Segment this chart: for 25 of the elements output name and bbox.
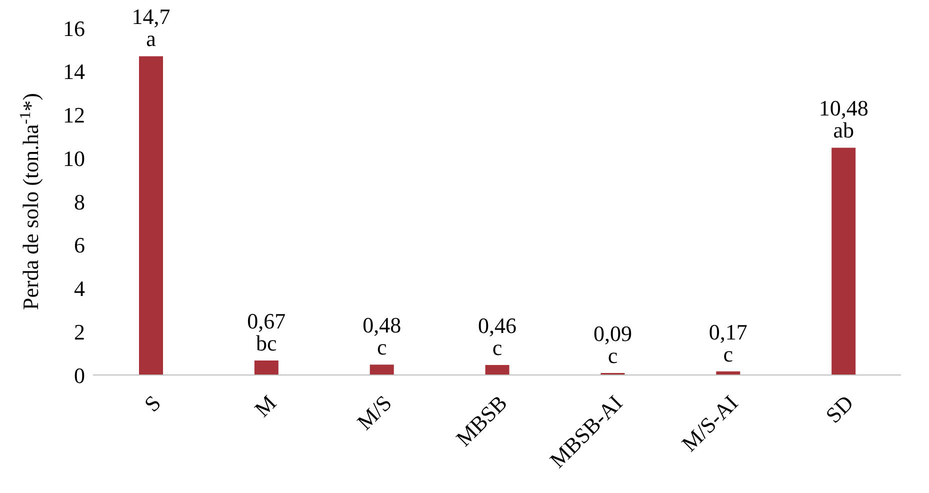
data-label: 14,7 a — [132, 4, 170, 52]
y-tick-label: 16 — [63, 16, 85, 41]
data-label: 0,67 bc — [247, 308, 286, 356]
data-label: 0,09 c — [593, 321, 632, 368]
data-label: 0,48 c — [362, 312, 402, 360]
y-tick-label: 6 — [74, 232, 85, 258]
data-label: 10,48 ab — [818, 96, 868, 143]
bar — [254, 360, 278, 375]
y-tick-label: 0 — [74, 362, 85, 388]
y-tick-label: 8 — [74, 189, 85, 214]
y-tick-label: 10 — [63, 146, 85, 171]
data-label: 0,46 c — [478, 313, 517, 360]
x-tick-label: M — [249, 390, 281, 422]
y-tick-label: 14 — [63, 59, 85, 84]
data-label: 0,17 c — [708, 319, 748, 366]
bar — [832, 148, 856, 375]
bar — [139, 56, 163, 375]
y-tick-label: 4 — [74, 276, 85, 302]
x-tick-label: SD — [820, 390, 858, 428]
x-tick-label: S — [139, 390, 166, 417]
bar — [485, 365, 510, 375]
y-tick-label: 2 — [74, 319, 85, 344]
x-tick-label: M/S — [352, 390, 396, 435]
y-tick-label: 12 — [63, 102, 85, 128]
bar — [370, 364, 394, 375]
